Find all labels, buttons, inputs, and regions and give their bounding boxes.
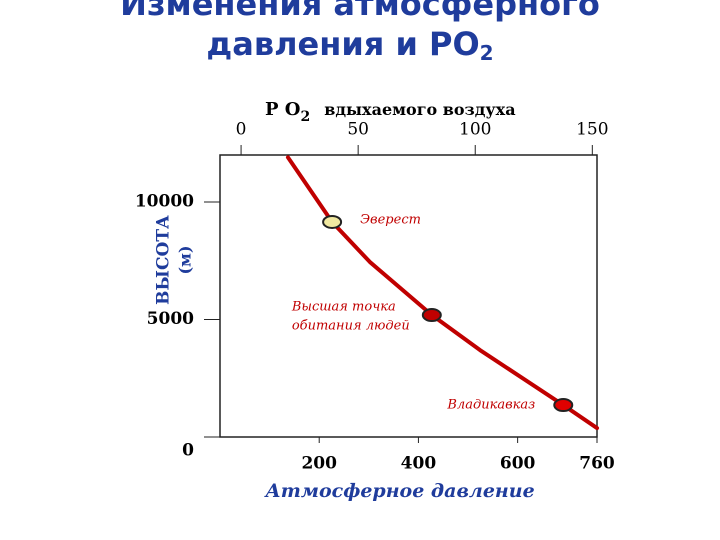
chart-title-subscript: 2	[480, 41, 494, 65]
x2-axis-label: P O	[265, 99, 300, 120]
x2-tick-label: 100	[459, 120, 491, 140]
x2-axis-label: вдыхаемого воздуха	[324, 100, 515, 119]
chart-title: давления и PO	[206, 25, 479, 63]
x2-axis-label: P O2 вдыхаемого воздуха	[265, 99, 516, 125]
annotation-marker	[421, 308, 442, 323]
x2-tick-label: 0	[236, 120, 247, 140]
y-tick-label: 0	[182, 441, 194, 461]
chart-title: Изменения атмосферного	[120, 0, 600, 23]
y-tick-label: 10000	[135, 192, 194, 212]
annotation-label: обитания людей	[292, 319, 410, 334]
annotation-marker	[553, 398, 574, 413]
x-tick-label: 400	[401, 454, 437, 474]
plot-frame	[219, 154, 598, 438]
chart-title: давления и PO2	[206, 25, 493, 65]
line	[285, 155, 599, 431]
annotation-label: Владикавказ	[446, 398, 535, 413]
y-tick-label: 5000	[147, 309, 194, 329]
x2-tick-label: 150	[576, 120, 608, 140]
x-tick-label: 200	[301, 454, 337, 474]
annotation-label: Высшая точка	[291, 300, 396, 315]
y-axis-label: ВЫСОТА	[154, 215, 174, 305]
annotation-label: Эверест	[360, 212, 421, 227]
x-tick-label: 760	[579, 454, 615, 474]
x2-tick-label: 50	[347, 120, 369, 140]
y-axis-label: ВЫСОТА (м)	[154, 215, 195, 305]
annotation-marker	[322, 214, 343, 229]
y-axis-label: (м)	[176, 245, 195, 274]
x-axis-label: Атмосферное давление	[263, 480, 534, 502]
x2-axis-label: 2	[300, 109, 310, 125]
x-tick-label: 600	[500, 454, 536, 474]
